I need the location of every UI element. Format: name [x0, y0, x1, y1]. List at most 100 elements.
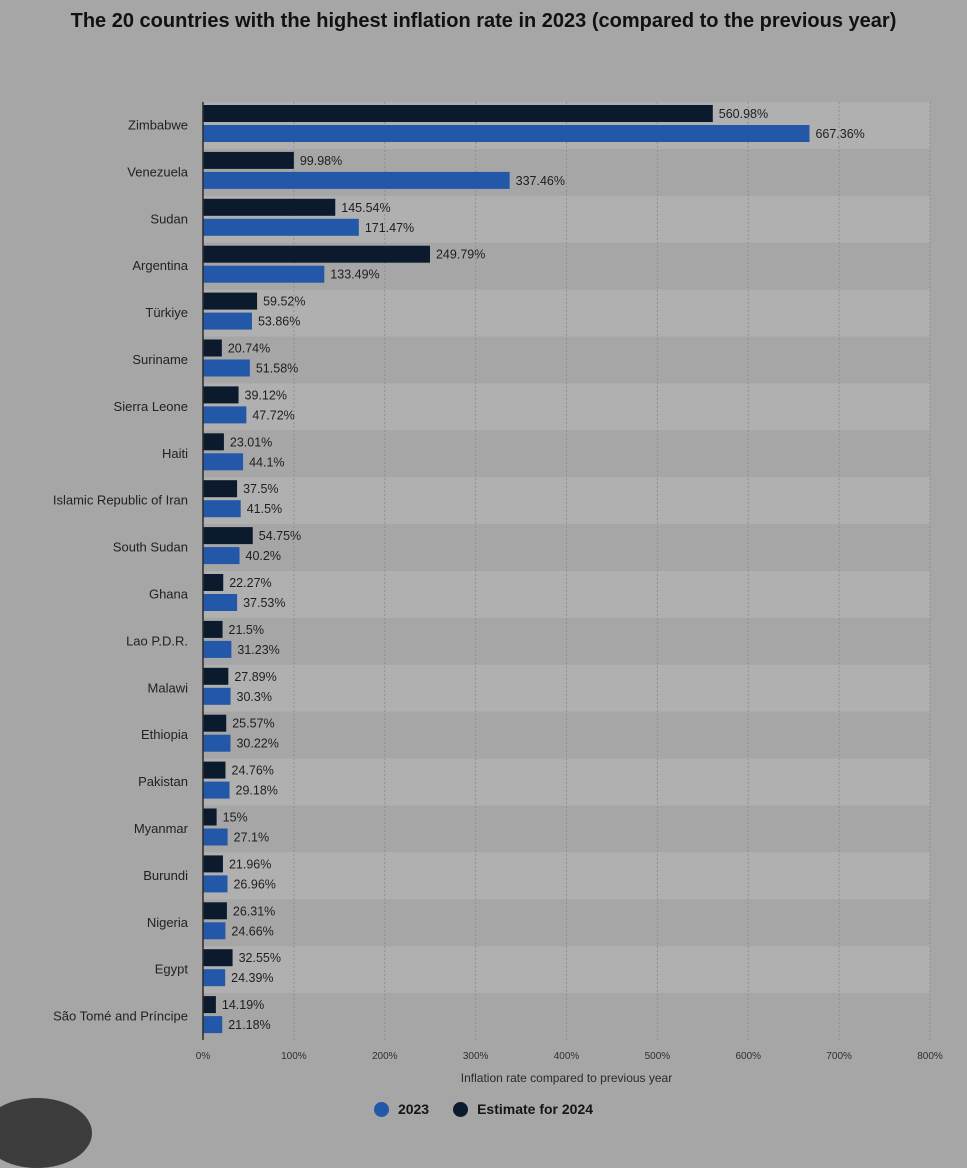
data-label-2023: 29.18% [236, 784, 278, 798]
category-label: South Sudan [113, 540, 188, 555]
legend-swatch-2024 [453, 1101, 469, 1117]
category-label: Haiti [162, 446, 188, 461]
bar-2024 [203, 245, 430, 263]
bar-2023 [203, 265, 325, 283]
data-label-2024: 39.12% [245, 388, 287, 402]
category-label: Sudan [150, 211, 188, 226]
x-tick-label: 600% [735, 1051, 761, 1062]
bar-2024 [203, 151, 294, 169]
bar-2024 [203, 480, 238, 498]
legend-label-2023: 2023 [397, 1101, 430, 1117]
bar-2023 [203, 171, 510, 189]
bar-2024 [203, 996, 216, 1014]
bar-2024 [203, 808, 217, 826]
data-label-2023: 30.22% [236, 737, 278, 751]
category-label: Pakistan [138, 774, 188, 789]
data-label-2024: 32.55% [239, 951, 281, 965]
data-label-2023: 133.49% [330, 268, 379, 282]
bar-2024 [203, 902, 227, 920]
chart-title: The 20 countries with the highest inflat… [70, 10, 897, 32]
bar-2023 [203, 922, 226, 940]
bar-2023 [203, 734, 231, 752]
data-label-2023: 47.72% [252, 408, 294, 422]
legend: 2023 Estimate for 2024 [0, 1101, 967, 1117]
data-label-2023: 41.5% [247, 502, 282, 516]
category-label: São Tomé and Príncipe [53, 1009, 188, 1024]
bar-2023 [203, 453, 244, 471]
x-tick-label: 200% [372, 1051, 398, 1062]
data-label-2024: 37.5% [243, 482, 278, 496]
data-label-2023: 44.1% [249, 455, 284, 469]
data-label-2024: 54.75% [259, 529, 301, 543]
data-label-2023: 51.58% [256, 362, 298, 376]
bar-2023 [203, 594, 238, 611]
category-label: Venezuela [127, 164, 188, 179]
bar-2024 [203, 527, 253, 545]
bar-2024 [203, 105, 713, 122]
data-label-2023: 40.2% [246, 549, 281, 563]
bar-2023 [203, 500, 241, 518]
data-label-2023: 26.96% [233, 877, 275, 891]
bar-2024 [203, 339, 222, 357]
row-band [203, 289, 930, 337]
legend-item-2023[interactable]: 2023 [373, 1101, 430, 1117]
bar-2024 [203, 714, 227, 732]
bar-2023 [203, 218, 359, 236]
bar-2024 [203, 292, 258, 310]
data-label-2024: 145.54% [341, 201, 390, 215]
bar-2024 [203, 761, 226, 779]
category-label: Myanmar [134, 821, 189, 836]
data-label-2023: 667.36% [815, 127, 864, 141]
data-label-2023: 21.18% [228, 1018, 270, 1032]
bar-2024 [203, 386, 239, 404]
data-label-2024: 560.98% [719, 107, 768, 121]
data-label-2024: 249.79% [436, 248, 485, 262]
row-band [203, 477, 930, 525]
bar-2024 [203, 433, 224, 451]
x-tick-label: 400% [554, 1051, 580, 1062]
bar-2023 [203, 312, 252, 330]
legend-label-2024: Estimate for 2024 [477, 1101, 594, 1117]
category-label: Burundi [143, 868, 188, 883]
data-label-2023: 30.3% [237, 690, 272, 704]
data-label-2023: 53.86% [258, 315, 300, 329]
data-label-2023: 37.53% [243, 596, 285, 610]
bar-chart: 0% 100% 200% 300% 400% 500% 600% 700% 800% Zimbab… [53, 102, 943, 1062]
data-label-2024: 27.89% [234, 670, 276, 684]
x-tick-label: 100% [281, 1051, 307, 1062]
data-label-2024: 21.96% [229, 857, 271, 871]
bar-2023 [203, 687, 231, 705]
category-label: Islamic Republic of Iran [53, 493, 188, 508]
data-label-2023: 31.23% [237, 643, 279, 657]
bar-2024 [203, 620, 223, 638]
data-label-2024: 14.19% [222, 998, 264, 1012]
category-label: Nigeria [147, 915, 189, 930]
data-label-2024: 22.27% [229, 576, 271, 590]
data-label-2023: 171.47% [365, 221, 414, 235]
data-label-2023: 24.39% [231, 971, 273, 985]
data-label-2024: 15% [223, 811, 248, 825]
x-tick-label: 700% [826, 1051, 852, 1062]
bar-2024 [203, 574, 224, 591]
data-label-2024: 26.31% [233, 904, 275, 918]
legend-item-2024[interactable]: Estimate for 2024 [453, 1101, 593, 1117]
bar-2023 [203, 406, 247, 424]
category-label: Suriname [132, 352, 188, 367]
data-label-2024: 20.74% [228, 342, 270, 356]
data-label-2024: 59.52% [263, 295, 305, 309]
data-label-2024: 24.76% [232, 764, 274, 778]
category-label: Ghana [149, 586, 189, 601]
bar-2023 [203, 125, 810, 142]
data-label-2023: 27.1% [234, 831, 269, 845]
bar-2023 [203, 828, 228, 846]
x-tick-label: 800% [917, 1051, 943, 1062]
category-label: Zimbabwe [128, 117, 188, 132]
bar-2024 [203, 198, 336, 216]
x-tick-label: 0% [196, 1051, 211, 1062]
bar-2023 [203, 969, 226, 987]
x-tick-label: 300% [463, 1051, 489, 1062]
category-label: Türkiye [145, 305, 188, 320]
category-label: Lao P.D.R. [126, 633, 188, 648]
x-tick-label: 500% [645, 1051, 671, 1062]
category-label: Ethiopia [141, 727, 189, 742]
